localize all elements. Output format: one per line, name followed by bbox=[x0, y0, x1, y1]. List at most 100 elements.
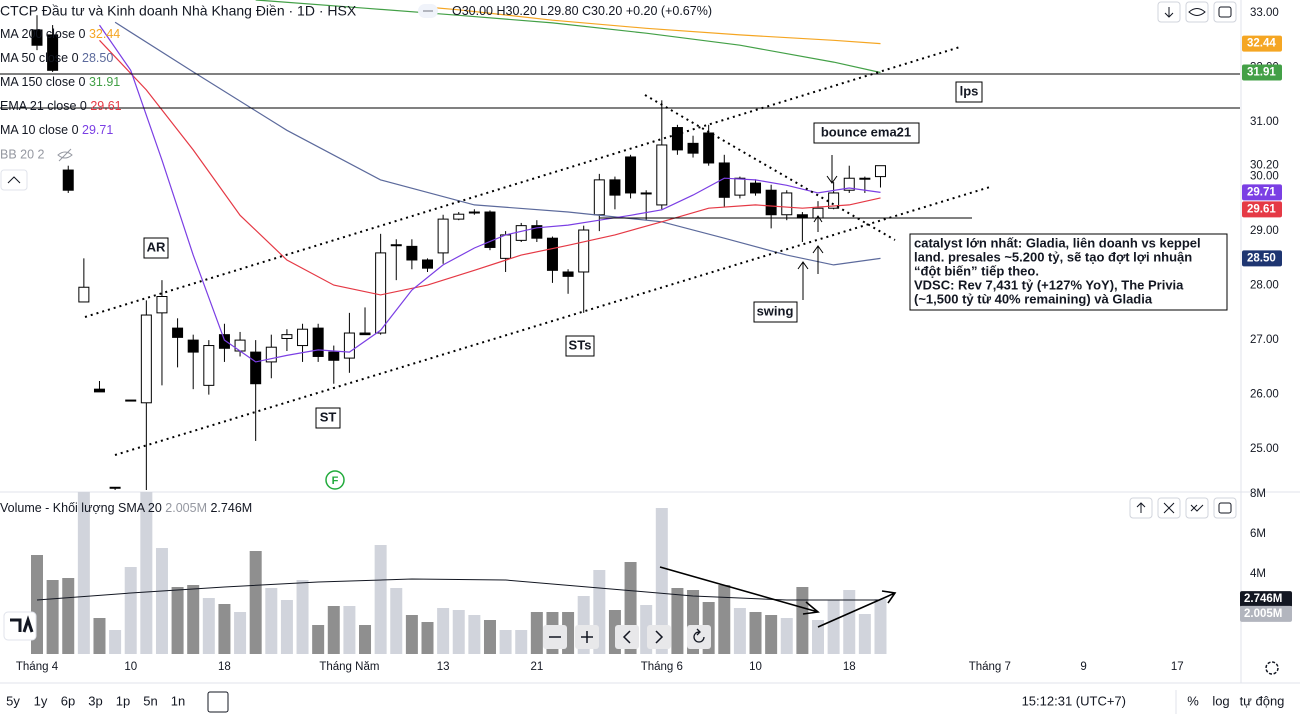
candle-body bbox=[531, 225, 543, 239]
ma-legend-row[interactable]: MA 200 close 0 32.44 bbox=[0, 27, 120, 41]
volume-bar bbox=[343, 606, 356, 654]
volume-bar bbox=[765, 615, 778, 654]
candle-body bbox=[234, 339, 246, 352]
candle-body bbox=[843, 177, 855, 191]
ma-value: 31.91 bbox=[89, 75, 120, 89]
icon bbox=[1164, 7, 1174, 18]
x-tick-label: 18 bbox=[843, 661, 856, 673]
volume-bar bbox=[109, 630, 122, 654]
arrow bbox=[826, 155, 838, 184]
volume-tag bbox=[1240, 591, 1292, 608]
axis-option[interactable]: tự động bbox=[1240, 693, 1285, 708]
axis-option[interactable]: log bbox=[1212, 693, 1229, 708]
range-button[interactable]: 1p bbox=[116, 693, 130, 708]
price-tag-label: 31.91 bbox=[1247, 67, 1276, 79]
collapse-button[interactable] bbox=[0, 169, 28, 191]
candle-body bbox=[453, 213, 465, 220]
ma-line bbox=[99, 24, 881, 363]
scroll-right-button[interactable] bbox=[647, 625, 671, 649]
y-tick-label: 6M bbox=[1250, 528, 1266, 540]
volume-bar bbox=[515, 630, 528, 654]
label-box bbox=[955, 81, 983, 103]
hidden-icon[interactable] bbox=[57, 148, 73, 162]
range-button[interactable]: 3p bbox=[88, 693, 102, 708]
scroll-left-button[interactable] bbox=[615, 625, 639, 649]
volume-tag-label: 2.746M bbox=[1244, 593, 1282, 605]
ma-name: MA 10 close 0 bbox=[0, 123, 79, 137]
range-button[interactable]: 5y bbox=[6, 693, 20, 708]
y-tick-label: 28.00 bbox=[1250, 280, 1279, 292]
reset-button[interactable] bbox=[687, 625, 711, 649]
volume-bar bbox=[218, 604, 231, 654]
x-tick-label: 21 bbox=[530, 661, 543, 673]
volume-bar bbox=[46, 580, 59, 654]
icon bbox=[7, 176, 21, 184]
range-button[interactable]: 1n bbox=[171, 693, 185, 708]
candle-body bbox=[140, 314, 152, 404]
ma-value: 29.61 bbox=[90, 99, 121, 113]
logo-mark bbox=[10, 615, 34, 633]
range-button[interactable]: 6p bbox=[61, 693, 75, 708]
label-box bbox=[315, 407, 341, 429]
candle-body bbox=[47, 34, 59, 71]
candle-body bbox=[640, 192, 652, 195]
maximize-button[interactable] bbox=[1213, 1, 1237, 23]
x-tick-label: 10 bbox=[124, 661, 137, 673]
ma-legend-row[interactable]: MA 150 close 0 31.91 bbox=[0, 75, 120, 89]
settings-button[interactable] bbox=[1265, 661, 1279, 675]
price-tag bbox=[1242, 250, 1282, 267]
arrow bbox=[812, 245, 824, 274]
ma-legend-row[interactable]: EMA 21 close 0 29.61 bbox=[0, 99, 122, 113]
arrow bbox=[797, 261, 809, 300]
maximize-button[interactable] bbox=[1213, 497, 1237, 519]
clock[interactable]: 15:12:31 (UTC+7) bbox=[1022, 693, 1126, 708]
candle-body bbox=[93, 388, 105, 393]
pane-buttons bbox=[1129, 1, 1237, 519]
icon bbox=[581, 631, 593, 643]
x-tick-label: 17 bbox=[1171, 661, 1184, 673]
icon bbox=[1163, 502, 1175, 514]
navigation bbox=[543, 625, 711, 649]
volume-bar bbox=[780, 618, 793, 654]
candle-body bbox=[203, 345, 215, 386]
low: L29.80 bbox=[540, 4, 578, 18]
hide-button[interactable] bbox=[1185, 1, 1209, 23]
channel-lower bbox=[114, 186, 991, 456]
note-line: (~1,500 tỷ từ 40% remaining) và Gladia bbox=[914, 291, 1153, 306]
event-label[interactable]: F bbox=[332, 475, 339, 487]
candle-body bbox=[468, 211, 480, 214]
note-line: “đột biến” tiếp theo. bbox=[914, 263, 1039, 278]
candle-body bbox=[375, 252, 387, 334]
candle-body bbox=[546, 237, 558, 271]
volume-bar bbox=[499, 630, 512, 654]
candle-body bbox=[422, 259, 433, 269]
volume-bar bbox=[296, 580, 309, 654]
candle-body bbox=[718, 162, 730, 198]
icon bbox=[1136, 502, 1146, 513]
volume-bar bbox=[749, 612, 762, 654]
ma-legend-row[interactable]: MA 50 close 0 28.50 bbox=[0, 51, 113, 65]
ma-value: 29.71 bbox=[82, 123, 113, 137]
ma-legend: MA 200 close 0 32.44 MA 50 close 0 28.50 M… bbox=[0, 27, 122, 137]
ma-name: EMA 21 close 0 bbox=[0, 99, 87, 113]
volume-bar bbox=[452, 610, 465, 654]
volume-legend[interactable]: Volume - Khối lượng SMA 20 2.005M 2.746M bbox=[0, 501, 252, 515]
symbol-title[interactable]: CTCP Đầu tư và Kinh doanh Nhà Khang Điền… bbox=[0, 3, 357, 19]
drawings bbox=[0, 46, 1240, 628]
candle-body bbox=[703, 132, 715, 164]
arrow bbox=[813, 215, 823, 232]
legend: CTCP Đầu tư và Kinh doanh Nhà Khang Điền… bbox=[0, 3, 712, 191]
range-button[interactable]: 1y bbox=[34, 693, 48, 708]
date-range-button[interactable] bbox=[207, 691, 229, 713]
volume-bar bbox=[265, 588, 278, 654]
annotation: lps bbox=[960, 83, 979, 98]
x-tick-label: Tháng Năm bbox=[319, 661, 379, 673]
ma-legend-row[interactable]: MA 10 close 0 29.71 bbox=[0, 123, 113, 137]
bb-legend[interactable]: BB 20 2 bbox=[0, 147, 45, 161]
restore-button[interactable] bbox=[1185, 497, 1209, 519]
axis-option[interactable]: % bbox=[1187, 693, 1199, 708]
ma-line bbox=[255, 0, 881, 74]
event-marker[interactable] bbox=[325, 470, 345, 490]
range-button[interactable]: 5n bbox=[143, 693, 157, 708]
